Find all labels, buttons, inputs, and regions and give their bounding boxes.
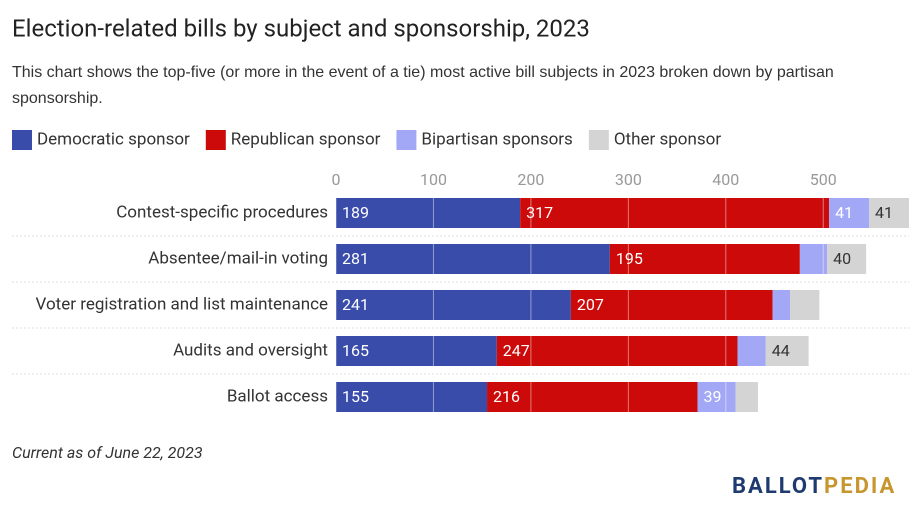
bar-segment — [520, 198, 830, 228]
value-label: 317 — [526, 203, 553, 222]
legend-swatch — [588, 130, 609, 150]
bar-segment — [869, 198, 909, 228]
chart-subtitle: This chart shows the top-five (or more i… — [12, 64, 834, 107]
bar-segment — [336, 336, 497, 366]
bar-segment — [765, 336, 809, 366]
value-label: 189 — [342, 203, 369, 222]
bar-segment — [697, 382, 736, 412]
logo-part: BALLOTPEDIA — [732, 474, 896, 499]
legend-label: Other sponsor — [614, 129, 721, 149]
legend-swatch — [396, 130, 417, 150]
legend-label: Democratic sponsor — [37, 129, 190, 149]
bar-segment — [487, 382, 698, 412]
legend-swatch — [12, 130, 32, 150]
value-label: 44 — [772, 341, 790, 360]
bar-segment — [570, 290, 773, 320]
category-label: Ballot access — [227, 386, 328, 406]
x-tick-label: 500 — [810, 170, 837, 189]
bar-segment — [336, 244, 610, 274]
note: Current as of June 22, 2023 — [12, 443, 203, 462]
value-label: 216 — [493, 387, 520, 406]
bar-segment — [799, 244, 828, 274]
legend-swatch — [205, 130, 226, 150]
value-label: 41 — [875, 203, 893, 222]
category-label: Voter registration and list maintenance — [36, 294, 328, 314]
bar-segment — [336, 290, 571, 320]
category-label: Absentee/mail-in voting — [148, 248, 328, 268]
bar-segment — [336, 382, 488, 412]
bar-segment — [827, 244, 867, 274]
value-label: 281 — [342, 249, 369, 268]
legend-label: Republican sponsor — [231, 129, 381, 149]
category-label: Contest-specific procedures — [116, 202, 328, 222]
bar-segment — [737, 336, 766, 366]
bar-segment — [609, 244, 800, 274]
value-label: 165 — [342, 341, 369, 360]
x-tick-label: 0 — [332, 170, 341, 189]
chart-title: Election-related bills by subject and sp… — [12, 14, 590, 42]
value-label: 247 — [503, 341, 530, 360]
bar-segment — [496, 336, 738, 366]
bar-segment — [790, 290, 820, 320]
x-tick-label: 300 — [615, 170, 642, 189]
category-label: Audits and oversight — [173, 340, 328, 360]
bar-segment — [829, 198, 870, 228]
subtitle-box: This chart shows the top-five (or more i… — [12, 64, 834, 107]
value-label: 40 — [833, 249, 851, 268]
value-label: 41 — [835, 203, 853, 222]
legend-label: Bipartisan sponsors — [421, 129, 572, 149]
bar-segment — [735, 382, 758, 412]
value-label: 207 — [577, 295, 604, 314]
logo-pedia: PEDIA — [824, 474, 896, 499]
value-label: 195 — [616, 249, 643, 268]
bar-segment — [772, 290, 791, 320]
logo-ballot: BALLOT — [732, 474, 824, 499]
value-label: 241 — [342, 295, 369, 314]
x-tick-label: 100 — [420, 170, 447, 189]
value-label: 39 — [704, 387, 722, 406]
x-tick-label: 400 — [712, 170, 739, 189]
value-label: 155 — [342, 387, 369, 406]
bar-segment — [336, 198, 521, 228]
x-tick-label: 200 — [517, 170, 544, 189]
